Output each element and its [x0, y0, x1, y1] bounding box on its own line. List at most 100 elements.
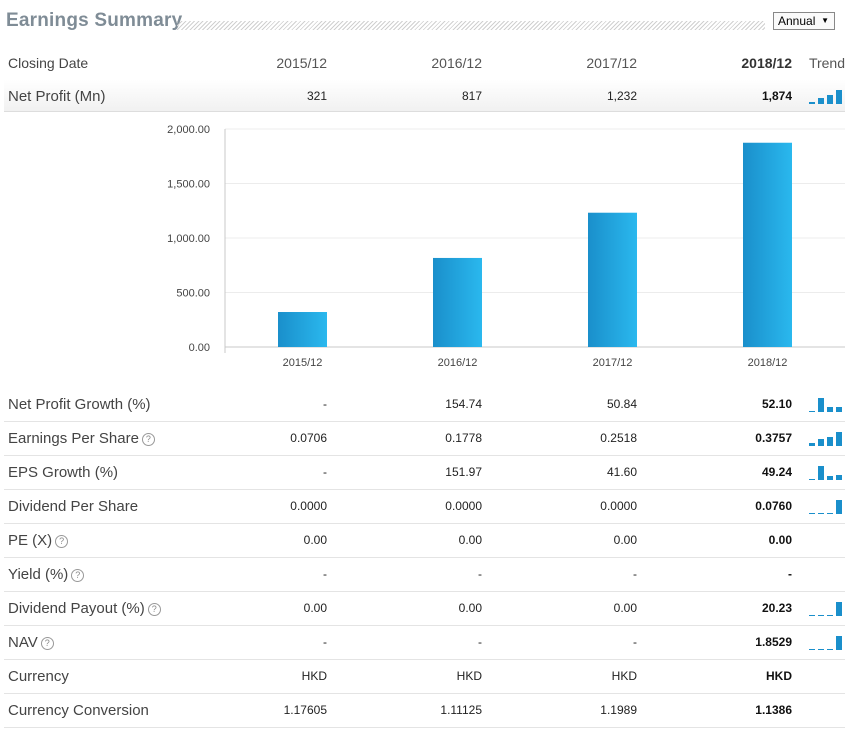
- table-row: Currency HKD HKD HKD HKD: [4, 660, 845, 694]
- x-tick-label: 2017/12: [593, 357, 633, 369]
- trend-bar: [836, 90, 842, 104]
- value-cell: HKD: [301, 669, 327, 683]
- trend-bar: [827, 407, 833, 412]
- trend-bar: [818, 398, 824, 412]
- row-label: Currency: [8, 660, 69, 693]
- trend-baseline: [818, 615, 824, 616]
- value-cell: 1.1989: [600, 703, 637, 717]
- table-row: Earnings Per Share? 0.0706 0.1778 0.2518 0.3…: [4, 422, 845, 456]
- value-cell: 0.2518: [600, 431, 637, 445]
- value-cell: -: [323, 635, 327, 649]
- value-cell: -: [633, 635, 637, 649]
- value-cell: HKD: [611, 669, 637, 683]
- table-row: Currency Conversion 1.17605 1.11125 1.1989 1…: [4, 694, 845, 728]
- table-row: Dividend Payout (%)? 0.00 0.00 0.00 20.23: [4, 592, 845, 626]
- earnings-summary-header: Earnings Summary Annual ▼: [0, 0, 853, 40]
- value-cell: -: [323, 567, 327, 581]
- row-label-text: PE (X): [8, 532, 53, 549]
- help-icon[interactable]: ?: [147, 603, 161, 616]
- table-row: NAV? - - - 1.8529: [4, 626, 845, 660]
- trend-bar: [827, 95, 833, 104]
- trend-bar: [836, 636, 842, 650]
- net-profit-bar-chart: 0.00 500.00 1,000.00 1,500.00 2,000.00 2015/1…: [167, 124, 845, 369]
- trend-bar: [836, 602, 842, 616]
- value-cell: 1,874: [761, 89, 792, 103]
- row-label: NAV?: [8, 626, 54, 659]
- value-cell: 0.0000: [445, 499, 482, 513]
- trend-baseline: [809, 615, 815, 616]
- y-tick-label: 0.00: [189, 342, 210, 354]
- value-cell: -: [633, 567, 637, 581]
- value-cell: 154.74: [445, 397, 482, 411]
- trend-bar: [836, 432, 842, 446]
- value-cell: -: [323, 465, 327, 479]
- x-tick-label: 2016/12: [438, 357, 478, 369]
- trend-baseline: [818, 649, 824, 650]
- trend-bar: [827, 437, 833, 446]
- value-cell: 151.97: [445, 465, 482, 479]
- row-label: Yield (%)?: [8, 558, 85, 591]
- y-tick-label: 1,000.00: [167, 233, 210, 245]
- value-cell: 0.00: [458, 601, 482, 615]
- table-header-row: Closing Date 2015/12 2016/12 2017/12 201…: [4, 47, 845, 81]
- trend-sparkline-icon: [809, 636, 842, 650]
- trend-bar: [836, 407, 842, 412]
- column-header-closing-date: Closing Date: [8, 55, 89, 71]
- value-cell: 1.17605: [283, 703, 327, 717]
- row-label-text: Currency Conversion: [8, 702, 149, 719]
- value-cell: 0.00: [303, 533, 327, 547]
- page-title: Earnings Summary: [6, 10, 183, 31]
- value-cell: 0.3757: [755, 431, 792, 445]
- trend-bar: [809, 443, 815, 446]
- value-cell: 50.84: [606, 397, 637, 411]
- value-cell: -: [478, 567, 482, 581]
- value-cell: 1.8529: [755, 635, 792, 649]
- row-label: Earnings Per Share?: [8, 422, 155, 455]
- value-cell: 0.0000: [290, 499, 327, 513]
- trend-baseline: [809, 513, 815, 514]
- column-header-trend: Trend: [808, 55, 845, 71]
- table-row: PE (X)? 0.00 0.00 0.00 0.00: [4, 524, 845, 558]
- trend-bar: [836, 475, 842, 480]
- table-row: Yield (%)? - - - -: [4, 558, 845, 592]
- value-cell: 1,232: [606, 89, 637, 103]
- row-label-text: Net Profit (Mn): [8, 88, 106, 105]
- x-tick-label: 2018/12: [748, 357, 788, 369]
- value-cell: 321: [306, 89, 327, 103]
- help-icon[interactable]: ?: [141, 433, 155, 446]
- value-cell: 1.11125: [440, 703, 482, 717]
- value-cell: 1.1386: [755, 703, 792, 717]
- help-icon[interactable]: ?: [71, 569, 85, 582]
- chart-bar: [433, 257, 482, 347]
- row-label: Dividend Per Share: [8, 490, 138, 523]
- help-icon[interactable]: ?: [55, 535, 69, 548]
- period-select-value: Annual: [778, 14, 816, 28]
- value-cell: 41.60: [606, 465, 637, 479]
- value-cell: 0.00: [613, 533, 637, 547]
- value-cell: 49.24: [761, 465, 792, 479]
- value-cell: 20.23: [761, 601, 792, 615]
- y-tick-label: 1,500.00: [167, 179, 210, 191]
- trend-baseline: [827, 615, 833, 616]
- value-cell: 52.10: [761, 397, 792, 411]
- value-cell: 0.00: [613, 601, 637, 615]
- help-icon[interactable]: ?: [40, 637, 54, 650]
- row-label-text: NAV: [8, 634, 38, 651]
- value-cell: 0.00: [303, 601, 327, 615]
- value-cell: 0.00: [458, 533, 482, 547]
- row-label: Currency Conversion: [8, 694, 149, 727]
- trend-baseline: [809, 479, 815, 480]
- table-row: Dividend Per Share 0.0000 0.0000 0.0000 0.07…: [4, 490, 845, 524]
- trend-sparkline-icon: [809, 500, 842, 514]
- period-select[interactable]: Annual ▼: [773, 12, 835, 30]
- trend-baseline: [827, 649, 833, 650]
- column-header-period: 2016/12: [431, 55, 482, 71]
- value-cell: 0.00: [768, 533, 792, 547]
- trend-baseline: [809, 411, 815, 412]
- row-label-text: Currency: [8, 668, 69, 685]
- column-header-period: 2018/12: [741, 55, 792, 71]
- value-cell: 0.0760: [755, 499, 792, 513]
- row-label: Net Profit (Mn): [8, 80, 106, 113]
- column-header-period: 2015/12: [276, 55, 327, 71]
- value-cell: 0.0000: [600, 499, 637, 513]
